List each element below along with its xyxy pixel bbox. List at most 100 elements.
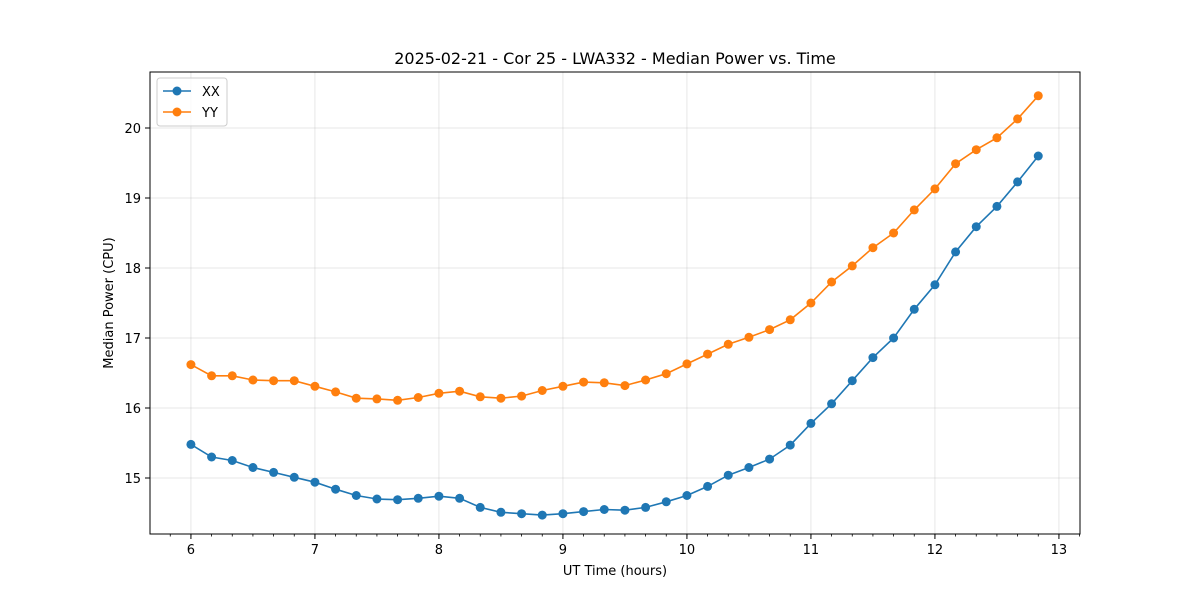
data-point-xx xyxy=(186,439,196,449)
data-point-yy xyxy=(269,376,279,386)
data-point-yy xyxy=(909,205,919,215)
grid-lines xyxy=(150,72,1080,534)
data-point-xx xyxy=(579,507,589,517)
data-point-xx xyxy=(1033,151,1043,161)
data-point-yy xyxy=(1033,91,1043,101)
data-point-yy xyxy=(579,377,589,387)
data-point-xx xyxy=(744,463,754,472)
data-point-xx xyxy=(434,491,444,501)
data-point-yy xyxy=(289,376,299,386)
chart-title: 2025-02-21 - Cor 25 - LWA332 - Median Po… xyxy=(394,49,836,68)
data-point-yy xyxy=(641,375,651,385)
data-point-yy xyxy=(971,145,981,155)
series-line-yy xyxy=(190,95,1039,402)
data-point-xx xyxy=(537,510,547,520)
data-point-xx xyxy=(413,493,423,503)
data-point-xx xyxy=(785,440,795,450)
data-point-yy xyxy=(868,243,878,253)
data-point-yy xyxy=(413,393,423,402)
data-point-xx xyxy=(289,472,299,482)
y-tick-label: 17 xyxy=(124,332,141,347)
y-tick-label: 15 xyxy=(124,472,141,487)
y-axis-ticks: 15 16 17 18 19 20 xyxy=(124,122,150,487)
data-point-yy xyxy=(496,393,506,403)
data-point-yy xyxy=(434,388,444,398)
data-point-xx xyxy=(393,495,403,505)
data-point-yy xyxy=(207,371,217,381)
data-point-yy xyxy=(992,133,1002,143)
data-point-yy xyxy=(517,391,527,401)
data-point-yy xyxy=(785,315,795,325)
data-point-xx xyxy=(847,376,857,386)
data-point-xx xyxy=(806,418,816,428)
x-tick-label: 7 xyxy=(311,543,319,558)
legend-yy-marker xyxy=(172,107,182,117)
data-point-xx xyxy=(1013,177,1023,187)
x-tick-label: 12 xyxy=(927,543,944,558)
data-point-xx xyxy=(682,491,692,500)
data-point-yy xyxy=(475,392,485,402)
data-point-xx xyxy=(951,247,961,257)
series-yy xyxy=(186,91,1043,405)
data-point-xx xyxy=(331,484,341,494)
data-point-yy xyxy=(682,359,692,369)
x-tick-label: 13 xyxy=(1051,543,1068,558)
data-point-xx xyxy=(909,304,919,314)
data-point-xx xyxy=(641,502,651,512)
data-point-xx xyxy=(930,280,940,290)
data-point-xx xyxy=(475,502,485,512)
data-point-xx xyxy=(517,509,527,519)
legend: XX YY xyxy=(156,77,228,127)
y-tick-label: 16 xyxy=(124,402,141,417)
data-point-yy xyxy=(310,381,320,391)
data-point-yy xyxy=(620,381,630,391)
y-tick-label: 20 xyxy=(124,122,141,137)
data-point-xx xyxy=(227,456,237,465)
data-point-yy xyxy=(806,298,816,308)
y-tick-label: 19 xyxy=(124,192,141,207)
data-point-xx xyxy=(620,505,630,515)
data-point-yy xyxy=(372,394,382,404)
data-point-xx xyxy=(868,353,878,363)
data-point-yy xyxy=(889,228,899,238)
data-point-xx xyxy=(827,399,837,409)
data-point-yy xyxy=(1013,114,1023,124)
x-axis-ticks: 6 7 8 9 10 11 12 13 xyxy=(169,534,1080,558)
data-point-xx xyxy=(661,497,671,507)
data-point-yy xyxy=(661,369,671,379)
data-point-yy xyxy=(723,339,733,349)
data-point-yy xyxy=(186,360,196,370)
data-point-xx xyxy=(765,454,775,464)
x-tick-label: 6 xyxy=(187,543,195,558)
series-xx xyxy=(186,151,1043,520)
x-axis-label: UT Time (hours) xyxy=(563,564,667,579)
data-point-yy xyxy=(703,349,713,359)
data-point-yy xyxy=(847,261,857,271)
data-point-xx xyxy=(889,333,899,343)
data-point-xx xyxy=(372,494,382,504)
plot-frame xyxy=(149,71,1081,535)
data-point-yy xyxy=(248,375,258,385)
y-axis-label: Median Power (CPU) xyxy=(102,237,117,368)
y-tick-label: 18 xyxy=(124,262,141,277)
data-point-yy xyxy=(744,332,754,342)
data-point-xx xyxy=(310,477,320,487)
data-point-yy xyxy=(331,387,341,397)
data-point-xx xyxy=(496,507,506,517)
data-point-xx xyxy=(351,491,361,500)
series-layer xyxy=(186,91,1043,520)
data-point-xx xyxy=(558,509,568,519)
data-point-xx xyxy=(269,467,279,477)
data-point-xx xyxy=(971,222,981,232)
x-tick-label: 8 xyxy=(435,543,443,558)
data-point-yy xyxy=(227,371,237,381)
x-tick-label: 10 xyxy=(679,543,696,558)
data-point-yy xyxy=(765,325,775,335)
data-point-yy xyxy=(393,395,403,405)
data-point-xx xyxy=(992,201,1002,211)
data-point-xx xyxy=(248,463,258,472)
legend-yy-label: YY xyxy=(201,106,218,121)
legend-xx-marker xyxy=(172,86,182,96)
data-point-yy xyxy=(930,184,940,194)
